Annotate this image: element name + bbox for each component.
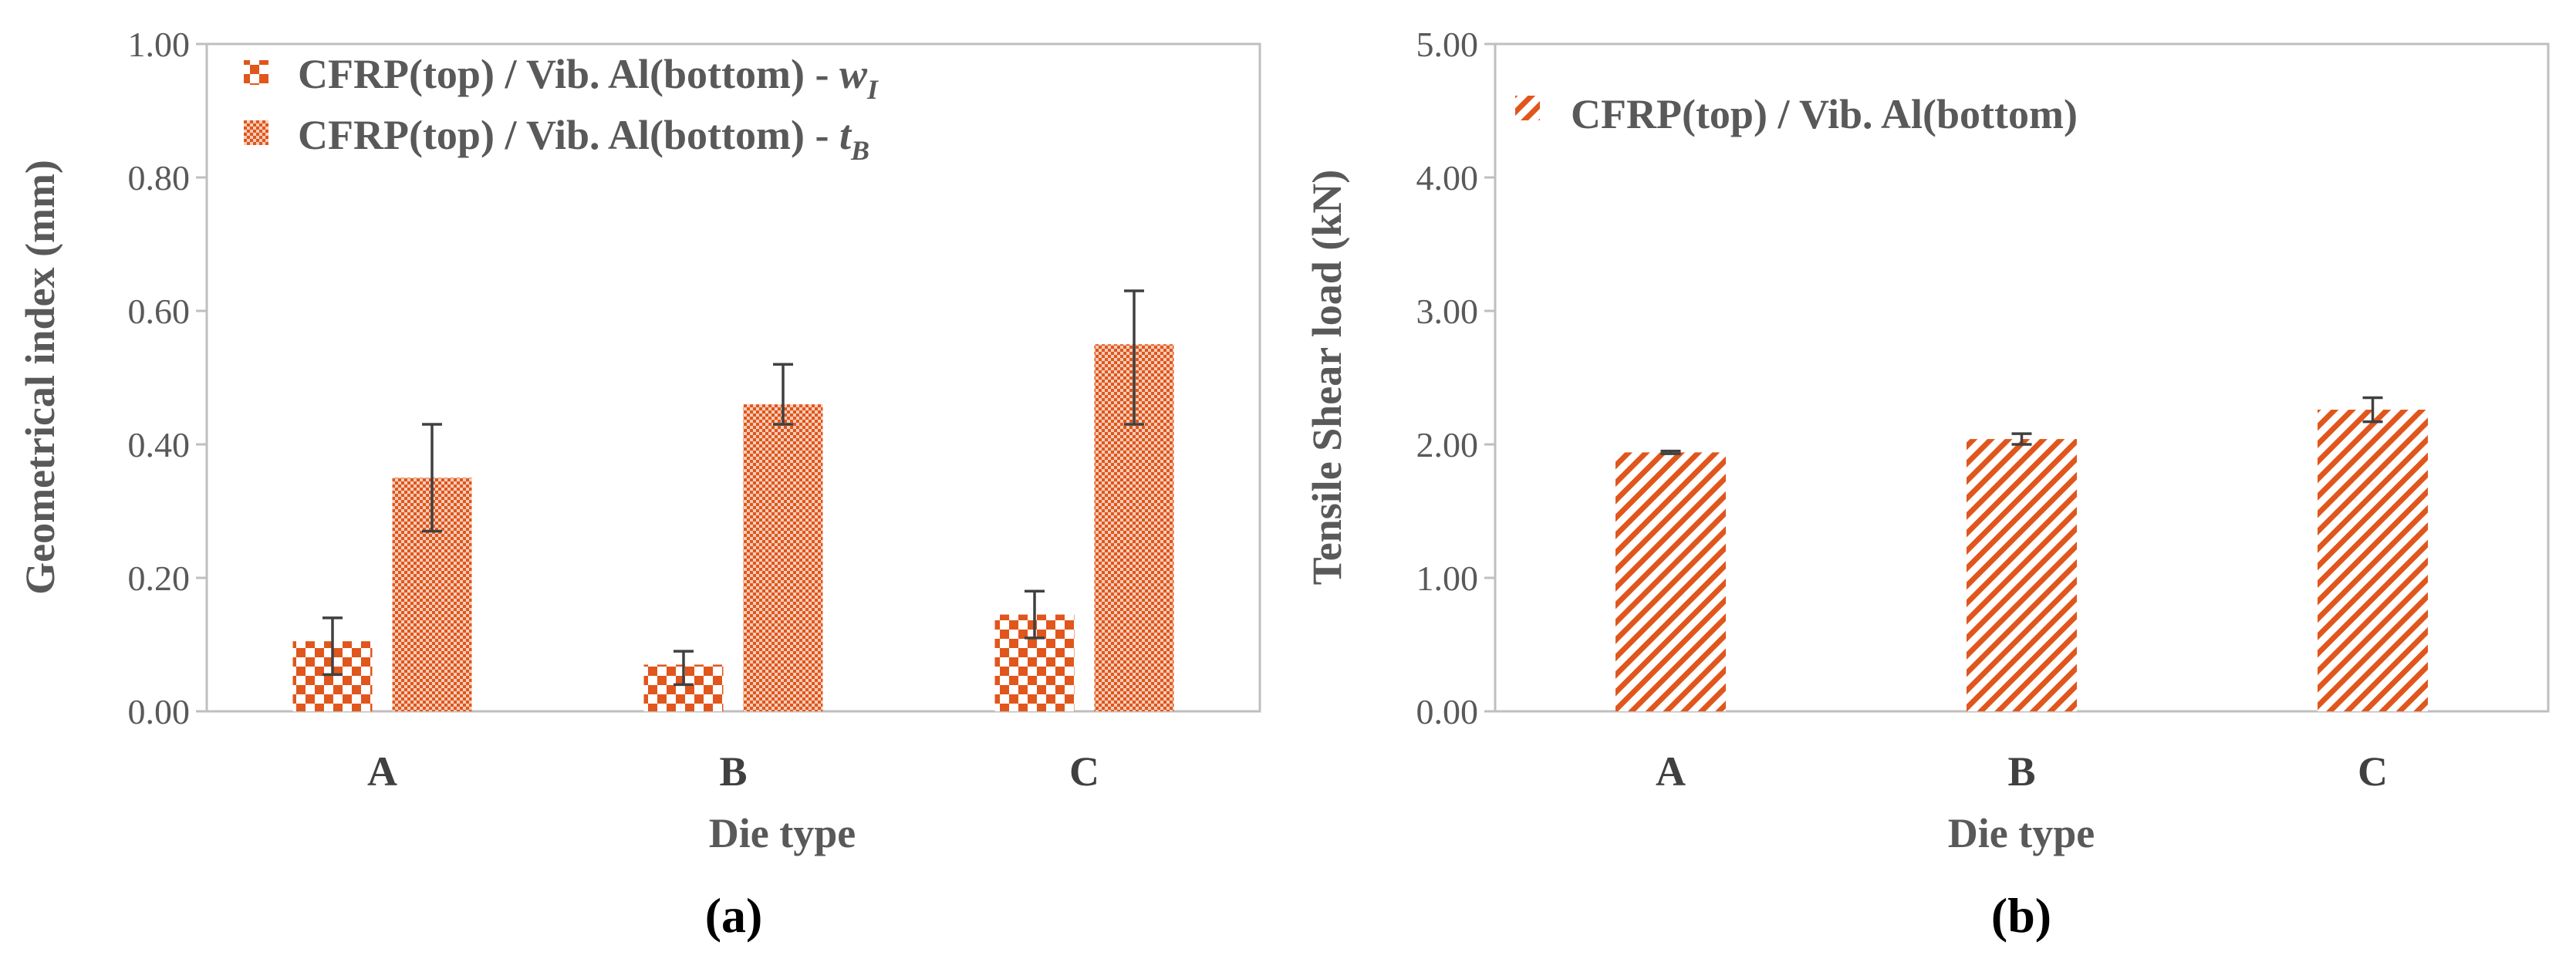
category-label-A: A: [367, 748, 397, 795]
panel-a-xlabel: Die type: [709, 810, 856, 856]
bar-B-series-2: [743, 404, 823, 711]
panel-b-error-bars: [1660, 396, 2383, 455]
panel-b-chart: 0.00 1.00 2.00 3.00 4.00 5.00 A B C Tensile She…: [1304, 25, 2550, 943]
panel-b-bars: [1615, 410, 2428, 711]
y-tick-label: 4.00: [1416, 158, 1479, 198]
y-tick-label: 0.60: [128, 292, 191, 331]
y-tick-label: 1.00: [1416, 559, 1479, 598]
y-tick-label: 2.00: [1416, 425, 1479, 464]
legend-label-tensile: CFRP(top) / Vib. Al(bottom): [1571, 91, 2078, 137]
category-label-A: A: [1656, 748, 1686, 795]
legend-swatch-tensile: [1515, 96, 1540, 120]
legend-name-w1: CFRP(top) / Vib. Al(bottom) -: [298, 51, 839, 97]
y-tick-label: 3.00: [1416, 292, 1479, 331]
y-tick-label: 0.80: [128, 158, 191, 198]
panel-a-x-axis: A B C: [367, 748, 1099, 795]
y-tick-label: 5.00: [1416, 25, 1479, 64]
legend-subscript-w1: I: [866, 74, 879, 105]
panel-b-ylabel: Tensile Shear load (kN): [1304, 170, 1350, 586]
panel-b-label: (b): [1991, 888, 2051, 943]
y-tick-label: 0.00: [128, 692, 191, 731]
panel-a-y-axis: 0.00 0.20 0.40 0.60 0.80 1.00: [128, 25, 207, 731]
panel-a-plot-area: [205, 42, 1261, 713]
y-tick-label: 1.00: [128, 25, 191, 64]
panel-b-y-axis: 0.00 1.00 2.00 3.00 4.00 5.00: [1416, 25, 1495, 731]
category-label-B: B: [2007, 748, 2035, 795]
legend-name-tb: CFRP(top) / Vib. Al(bottom) -: [298, 112, 839, 158]
legend-swatch-w1: [244, 60, 268, 85]
bar-B-series-1: [1967, 439, 2077, 711]
panel-a-bars: [292, 344, 1174, 711]
legend-subscript-tb: B: [850, 135, 869, 166]
legend-symbol-tb: t: [839, 112, 852, 158]
legend-label-w1: CFRP(top) / Vib. Al(bottom) - wI: [298, 51, 879, 105]
y-tick-label: 0.40: [128, 425, 191, 464]
y-tick-label: 0.20: [128, 559, 191, 598]
panel-b-x-axis: A B C: [1656, 748, 2388, 795]
legend-label-tb: CFRP(top) / Vib. Al(bottom) - tB: [298, 112, 869, 166]
category-label-B: B: [719, 748, 747, 795]
legend-swatch-tb: [244, 120, 268, 145]
bar-C-series-1: [2318, 410, 2428, 711]
panel-b-xlabel: Die type: [1948, 810, 2095, 856]
panel-a-label: (a): [705, 888, 763, 943]
category-label-C: C: [2358, 748, 2388, 795]
panel-a-chart: 0.00 0.20 0.40 0.60 0.80 1.00 A B C Geometrical…: [17, 25, 1261, 943]
panel-a-legend: CFRP(top) / Vib. Al(bottom) - wI CFRP(to…: [244, 51, 879, 166]
panel-a-ylabel: Geometrical index (mm): [17, 160, 63, 595]
y-tick-label: 0.00: [1416, 692, 1479, 731]
panel-b-legend: CFRP(top) / Vib. Al(bottom): [1515, 91, 2078, 137]
category-label-C: C: [1069, 748, 1099, 795]
panel-a-error-bars: [322, 289, 1144, 687]
legend-symbol-w1: w: [839, 51, 868, 97]
bar-A-series-1: [1615, 452, 1726, 711]
